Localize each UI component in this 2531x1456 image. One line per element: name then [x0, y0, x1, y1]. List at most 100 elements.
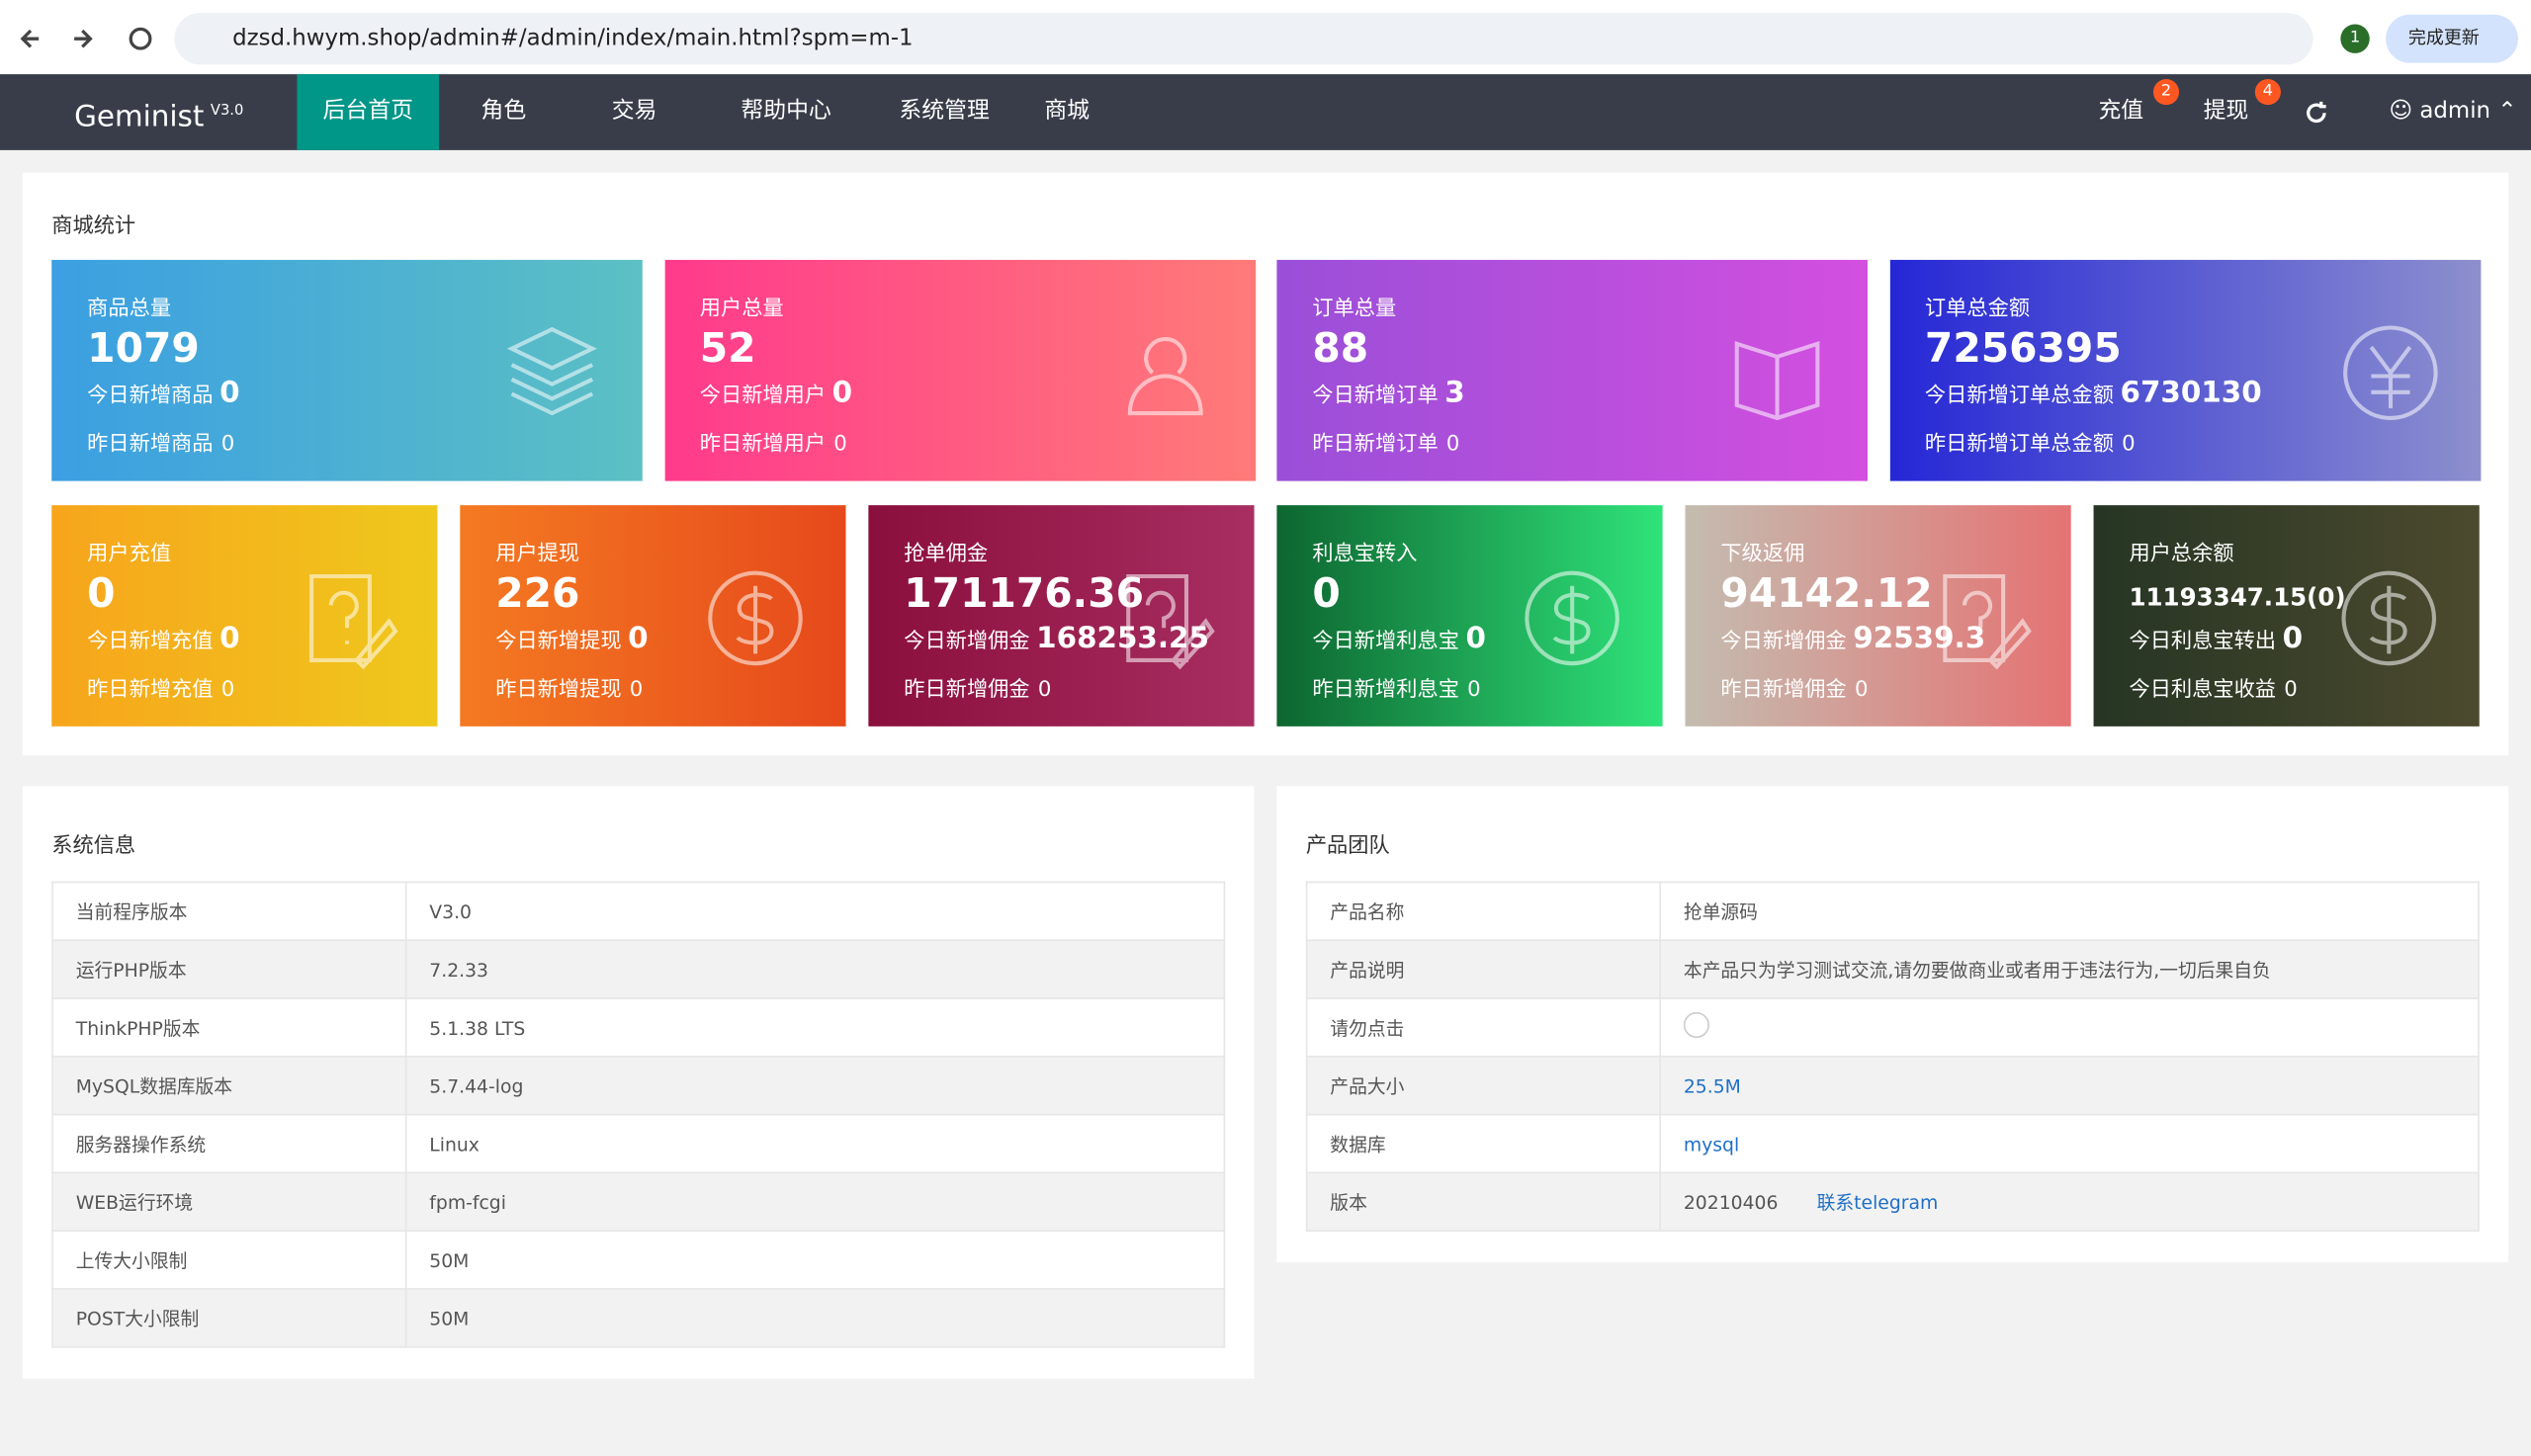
- card-value: 88: [1312, 324, 1369, 372]
- card-icon: [309, 573, 398, 670]
- card-yesterday: 昨日新增订单总金额 0: [1925, 426, 2136, 457]
- today-label: 今日新增用户: [699, 384, 827, 409]
- card-title: 用户提现: [495, 542, 580, 567]
- card-today: 今日新增用户 0: [700, 376, 852, 409]
- yesterday-value: 0: [1445, 432, 1460, 458]
- card-icon: [1126, 336, 1202, 416]
- table-row: 上传大小限制 50M: [51, 1230, 1226, 1290]
- nav-item[interactable]: 商城: [1044, 98, 1091, 125]
- stat-card: 商品总量 1079 今日新增商品 0 昨日新增商品 0: [51, 259, 643, 481]
- card-title: 订单总量: [1312, 297, 1397, 321]
- today-value: 168253.25: [1036, 621, 1209, 655]
- table-row: ThinkPHP版本 5.1.38 LTS: [51, 997, 1226, 1058]
- refresh[interactable]: [2304, 100, 2329, 126]
- address-bar[interactable]: dzsd.hwym.shop/admin#/admin/index/main.h…: [174, 13, 2313, 65]
- value-text: V3.0: [429, 899, 472, 923]
- yesterday-value: 0: [220, 432, 235, 458]
- card-title: 抢单佣金: [904, 542, 989, 567]
- card-icon: [1525, 570, 1619, 666]
- today-value: 0: [2282, 621, 2304, 655]
- user-menu[interactable]: ☺ admin ⌃: [2389, 98, 2517, 125]
- brand-name: Geminist: [74, 100, 205, 134]
- stat-card: 用户总余额 11193347.15(0) 今日利息宝转出 0 今日利息宝收益 0: [2093, 505, 2480, 727]
- card-today: 今日新增商品 0: [87, 376, 239, 409]
- row-value: Linux: [404, 1113, 1226, 1174]
- brand-version: V3.0: [210, 103, 244, 120]
- panel-title: 商城统计: [51, 214, 136, 239]
- row-value: 7.2.33: [404, 939, 1226, 999]
- stat-card: 订单总金额 7256395 今日新增订单总金额 6730130 昨日新增订单总金额 0: [1889, 259, 2481, 481]
- row-label: 数据库: [1305, 1113, 1661, 1174]
- value-text[interactable]: mysql: [1683, 1132, 1740, 1156]
- row-label: 请勿点击: [1305, 997, 1661, 1058]
- yesterday-value: 0: [629, 677, 644, 703]
- nav-item[interactable]: 系统管理: [899, 98, 990, 125]
- yesterday-value: 0: [220, 677, 235, 703]
- row-value: 50M: [404, 1288, 1226, 1348]
- panel-title: 产品团队: [1305, 834, 1390, 859]
- table-row: 请勿点击: [1305, 997, 2480, 1058]
- top-nav: Geminist V3.0 后台首页 角色 交易 帮助中心 系统管理 商城 充值 2 提现 …: [0, 74, 2531, 150]
- row-label: 产品大小: [1305, 1055, 1661, 1116]
- card-icon: [708, 570, 803, 666]
- yesterday-value: 0: [2122, 432, 2136, 458]
- table-row: 产品大小 25.5M: [1305, 1055, 2480, 1116]
- today-label: 今日新增利息宝: [1312, 629, 1459, 654]
- card-icon: [1126, 573, 1215, 670]
- card-value: 226: [495, 569, 580, 617]
- card-today: 今日新增佣金 92539.3: [1720, 622, 1985, 655]
- row-value: 本产品只为学习测试交流,请勿要做商业或者用于违法行为,一切后果自负: [1659, 939, 2480, 999]
- row-value: 50M: [404, 1230, 1226, 1290]
- table-row: 产品说明 本产品只为学习测试交流,请勿要做商业或者用于违法行为,一切后果自负: [1305, 939, 2480, 999]
- profile[interactable]: 1: [2340, 24, 2370, 53]
- card-icon: [1734, 341, 1820, 421]
- row-label: MySQL数据库版本: [51, 1055, 407, 1116]
- value-text: 50M: [429, 1306, 470, 1329]
- stat-card: 下级返佣 94142.12 今日新增佣金 92539.3 昨日新增佣金 0: [1685, 505, 2071, 727]
- card-yesterday: 昨日新增订单 0: [1312, 426, 1459, 457]
- card-today: 今日新增订单总金额 6730130: [1925, 376, 2262, 409]
- card-icon: [506, 326, 597, 416]
- card-yesterday: 昨日新增用户 0: [700, 426, 847, 457]
- card-yesterday: 今日利息宝收益 0: [2129, 671, 2297, 702]
- nav-item[interactable]: 帮助中心: [741, 98, 831, 125]
- row-label: POST大小限制: [51, 1288, 407, 1348]
- value-text[interactable]: 25.5M: [1683, 1073, 1741, 1097]
- update-button[interactable]: 完成更新: [2386, 14, 2518, 63]
- contact-link[interactable]: 联系telegram: [1816, 1190, 1939, 1214]
- yesterday-label: 昨日新增利息宝: [1312, 677, 1459, 703]
- today-value: 0: [1465, 621, 1486, 655]
- yesterday-value: 0: [1467, 677, 1481, 703]
- yesterday-value: 0: [1037, 677, 1052, 703]
- row-value: 20210406 联系telegram: [1659, 1171, 2480, 1232]
- card-title: 利息宝转入: [1312, 542, 1418, 567]
- card-value: 11193347.15(0): [2129, 582, 2346, 612]
- recharge-label: 充值: [2098, 98, 2144, 125]
- card-icon: [2341, 570, 2436, 666]
- card-today: 今日利息宝转出 0: [2129, 622, 2303, 655]
- nav-item[interactable]: 后台首页: [297, 74, 440, 150]
- today-value: 92539.3: [1853, 621, 1986, 655]
- stat-card: 用户总量 52 今日新增用户 0 昨日新增用户 0: [663, 259, 1256, 481]
- value-text: Linux: [429, 1132, 480, 1156]
- icon[interactable]: [1683, 1011, 1709, 1039]
- today-label: 今日新增提现: [495, 629, 622, 654]
- card-title: 用户充值: [87, 542, 172, 567]
- row-value: V3.0: [404, 881, 1226, 942]
- withdraw[interactable]: 提现: [2204, 74, 2249, 150]
- card-icon: [2342, 325, 2437, 420]
- row-value: [1659, 997, 2480, 1058]
- table-row: POST大小限制 50M: [51, 1288, 1226, 1348]
- yesterday-label: 昨日新增商品: [87, 432, 214, 458]
- today-value: 0: [831, 376, 853, 410]
- browser-nav-buttons[interactable]: [16, 23, 161, 55]
- yesterday-value: 0: [2284, 677, 2298, 703]
- nav-item[interactable]: 交易: [611, 98, 657, 125]
- value-text: 50M: [429, 1248, 470, 1271]
- team-table: 产品名称 抢单源码 产品说明 本产品只为学习测试交流,请勿要做商业或者用于违法行为,一…: [1305, 881, 2480, 1232]
- table-row: 产品名称 抢单源码: [1305, 881, 2480, 942]
- recharge[interactable]: 充值: [2098, 74, 2143, 150]
- nav-item[interactable]: 角色: [480, 98, 527, 125]
